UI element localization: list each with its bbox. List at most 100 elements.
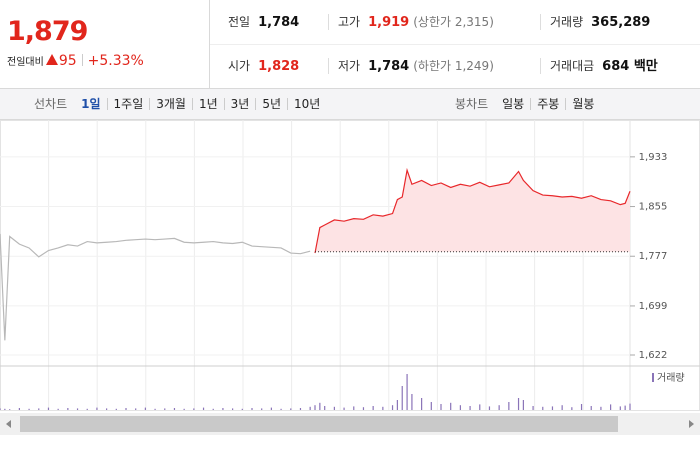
column-divider: [328, 58, 329, 74]
volume-bar: [551, 406, 554, 410]
volume-bar: [232, 408, 234, 410]
volume-bar: [450, 402, 452, 410]
price-line: [0, 233, 311, 341]
volume-bar: [67, 408, 69, 410]
change-value: 95: [58, 53, 77, 69]
volume-bar: [135, 408, 137, 410]
volume-bar: [532, 406, 534, 410]
info-value: 684 백만: [602, 59, 658, 74]
tab-bar: 선차트 1일 1주일 3개월 1년 3년 5년 10년 봉차트 일봉 주봉 월봉: [0, 89, 700, 120]
tab[interactable]: 3개월: [149, 98, 192, 110]
volume-bar: [561, 405, 563, 410]
column-divider: [540, 14, 541, 30]
tab-group-label: 선차트: [34, 97, 68, 111]
volume-bar: [343, 407, 345, 410]
volume-bar: [154, 408, 156, 410]
info-label: 고가: [338, 15, 361, 29]
volume-bar: [590, 406, 592, 410]
volume-bar: [324, 406, 326, 410]
column-divider: [540, 58, 541, 74]
info-cell: 거래대금 684 백만: [550, 44, 658, 88]
tab[interactable]: 1주일: [106, 98, 150, 110]
info-label: 시가: [228, 59, 251, 73]
tab[interactable]: 3년: [223, 98, 256, 110]
volume-bar: [571, 407, 573, 410]
price-line: [314, 167, 631, 254]
volume-bar: [261, 408, 263, 410]
change-percent: +5.33%: [87, 53, 144, 69]
area-fill: [315, 170, 630, 254]
info-note: (상한가 2,315): [413, 15, 494, 29]
info-cell: 전일 1,784: [228, 0, 299, 44]
info-note: (하한가 1,249): [413, 59, 494, 73]
volume-bar: [488, 406, 491, 410]
scroll-right: [689, 420, 694, 428]
tab[interactable]: 월봉: [565, 98, 600, 110]
volume-bar: [401, 386, 403, 410]
volume-bar: [391, 405, 394, 410]
volume-bar: [76, 408, 79, 410]
volume-bar: [580, 404, 583, 410]
volume-bar: [522, 400, 524, 410]
volume-bar: [469, 406, 471, 410]
scroll-thumb[interactable]: [20, 416, 618, 432]
volume-bar: [382, 406, 384, 410]
separator: [81, 54, 83, 66]
volume-bar: [96, 407, 98, 410]
volume-bar: [18, 408, 20, 410]
volume-bar: [517, 398, 520, 410]
volume-bar: [280, 408, 282, 410]
volume-bar: [38, 408, 40, 410]
quote-panel: 1,879 전일대비 95 +5.33% 전일 1,784 고가 1,919 (상한가 2,…: [0, 0, 700, 89]
scroll-left: [6, 420, 11, 428]
y-tick-label: 1,699: [639, 301, 668, 312]
volume-bar: [619, 406, 621, 410]
volume-bar: [193, 408, 195, 410]
volume-bar: [411, 394, 413, 410]
volume-bar: [183, 408, 185, 410]
legend-swatch: [652, 373, 654, 382]
volume-bar: [86, 408, 88, 410]
line-chart-tabs: 선차트 1일 1주일 3개월 1년 3년 5년 10년: [34, 89, 326, 119]
column-divider: [328, 14, 329, 30]
info-cell: 고가 1,919 (상한가 2,315): [338, 0, 494, 44]
change-row: 전일대비 95 +5.33%: [7, 53, 144, 69]
plot-frame: [0, 120, 700, 411]
info-value: 1,828: [258, 59, 300, 74]
y-tick-label: 1,855: [639, 202, 668, 213]
tab[interactable]: 주봉: [530, 98, 565, 110]
volume-bar: [479, 404, 481, 410]
tab-group-label: 봉차트: [455, 97, 489, 111]
volume-bar: [9, 409, 11, 410]
volume-bar: [498, 405, 500, 410]
info-value: 1,784: [368, 59, 410, 74]
tab[interactable]: 10년: [287, 98, 326, 110]
chart: 1,933 1,855 1,777 1,699 1,622 거래량: [0, 120, 700, 435]
volume-bar: [125, 408, 127, 410]
volume-bar: [173, 408, 176, 410]
info-label: 전일: [228, 15, 251, 29]
volume-bar: [353, 406, 355, 410]
tab[interactable]: 5년: [255, 98, 287, 110]
volume-bar: [459, 405, 461, 410]
volume-bar: [314, 405, 316, 410]
volume-bar: [600, 406, 602, 410]
volume-bar: [57, 408, 59, 410]
legend-label: 거래량: [657, 372, 685, 384]
volume-bar: [47, 407, 50, 410]
volume-bar: [362, 407, 365, 410]
volume-bar: [0, 408, 1, 410]
y-tick-label: 1,933: [639, 152, 668, 163]
row-divider: [210, 44, 700, 45]
tab[interactable]: 일봉: [502, 97, 525, 111]
y-tick-label: 1,622: [639, 350, 668, 361]
volume-bar: [508, 402, 510, 410]
info-label: 거래량: [550, 15, 584, 29]
volume-bar: [251, 408, 253, 410]
volume-bar: [164, 408, 166, 410]
volume-bar: [290, 408, 292, 410]
tab[interactable]: 1년: [191, 98, 224, 110]
volume-bar: [624, 405, 626, 410]
tab[interactable]: 1일: [81, 97, 101, 111]
